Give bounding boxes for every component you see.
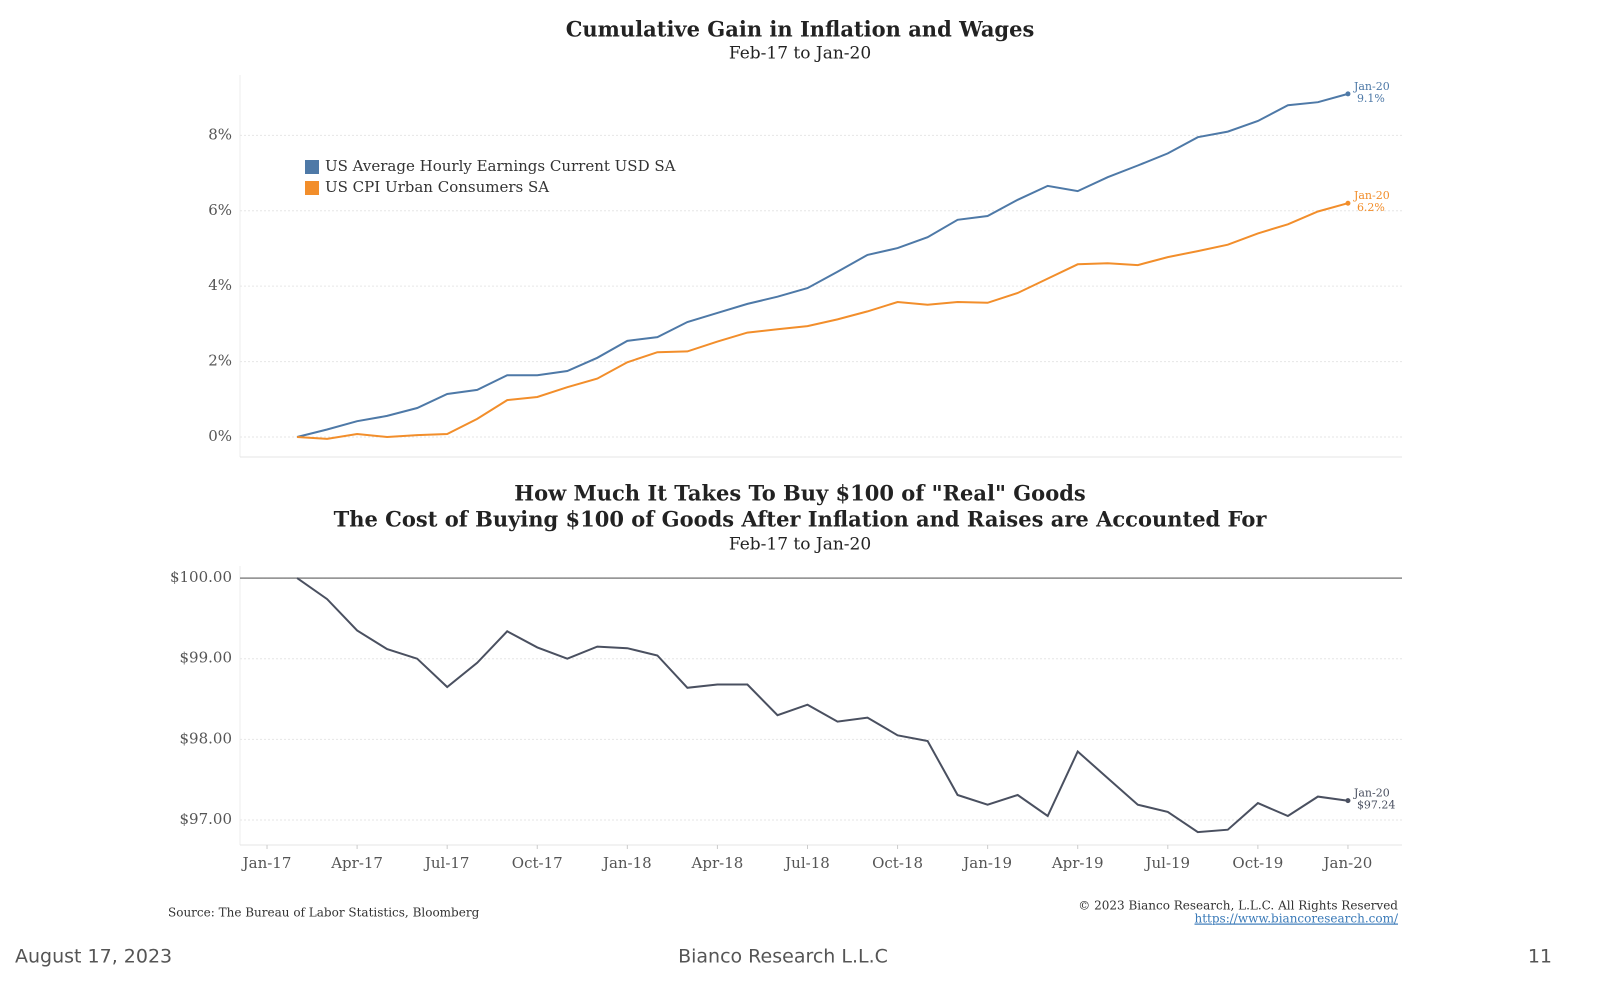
x-tick-label: Oct-19	[1232, 854, 1283, 872]
x-tick-label: Oct-18	[872, 854, 923, 872]
x-tick-label: Apr-19	[1051, 854, 1104, 872]
chart-title: The Cost of Buying $100 of Goods After I…	[334, 507, 1268, 532]
end-date-label: Jan-20	[1353, 80, 1390, 93]
url-link[interactable]: https://www.biancoresearch.com/	[1194, 912, 1398, 926]
chart-title: How Much It Takes To Buy $100 of "Real" …	[514, 481, 1085, 506]
x-tick-label: Jul-17	[423, 854, 470, 872]
legend-label: US Average Hourly Earnings Current USD S…	[325, 157, 676, 175]
x-tick-label: Apr-17	[330, 854, 383, 872]
x-tick-label: Apr-18	[691, 854, 744, 872]
data-line	[296, 92, 1349, 438]
x-tick-label: Jul-18	[783, 854, 830, 872]
chart-subtitle: Feb-17 to Jan-20	[729, 44, 871, 64]
end-point	[1345, 200, 1351, 206]
chart-subtitle: Feb-17 to Jan-20	[729, 535, 871, 555]
data-line	[297, 202, 1349, 440]
page-number: 11	[1528, 946, 1552, 968]
y-tick-label: 2%	[208, 352, 232, 370]
y-tick-label: $97.00	[180, 810, 233, 828]
chart-title: Cumulative Gain in Inflation and Wages	[566, 17, 1035, 42]
footer-center: Bianco Research L.L.C	[678, 946, 888, 968]
end-value-label: $97.24	[1357, 799, 1396, 812]
end-value-label: 6.2%	[1357, 201, 1385, 214]
legend-swatch	[305, 160, 319, 174]
x-tick-label: Jul-19	[1143, 854, 1190, 872]
x-tick-label: Jan-18	[601, 854, 652, 872]
copyright: © 2023 Bianco Research, L.L.C. All Right…	[1078, 899, 1398, 913]
legend-swatch	[305, 181, 319, 195]
footer-date: August 17, 2023	[15, 946, 172, 968]
y-tick-label: 6%	[208, 201, 232, 219]
y-tick-label: $98.00	[180, 729, 233, 747]
x-tick-label: Jan-20	[1322, 854, 1373, 872]
end-date-label: Jan-20	[1353, 189, 1390, 202]
y-tick-label: 8%	[208, 125, 232, 143]
end-date-label: Jan-20	[1353, 787, 1390, 800]
source: Source: The Bureau of Labor Statistics, …	[168, 906, 480, 920]
y-tick-label: 0%	[208, 427, 232, 445]
x-tick-label: Jan-17	[241, 854, 292, 872]
y-tick-label: $100.00	[170, 568, 232, 586]
y-tick-label: $99.00	[180, 649, 233, 667]
data-line	[296, 577, 1349, 834]
x-tick-label: Jan-19	[961, 854, 1012, 872]
y-tick-label: 4%	[208, 276, 232, 294]
end-point	[1345, 798, 1351, 804]
x-tick-label: Oct-17	[512, 854, 563, 872]
legend-label: US CPI Urban Consumers SA	[325, 178, 549, 196]
end-point	[1345, 91, 1351, 97]
end-value-label: 9.1%	[1357, 92, 1385, 105]
